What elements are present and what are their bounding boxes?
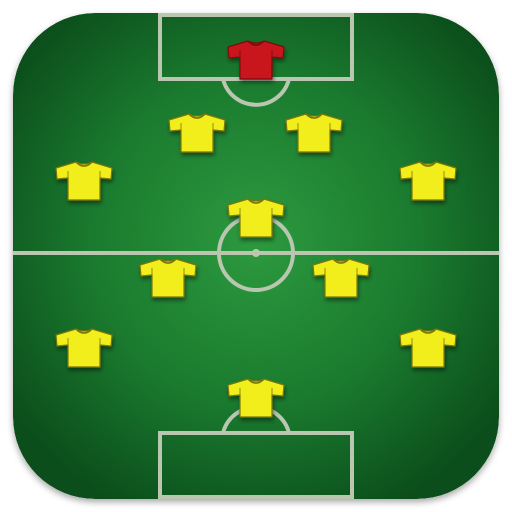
- bottom-penalty-box: [158, 431, 354, 499]
- players-layer: [55, 40, 457, 418]
- left-winger-shirt: [55, 328, 113, 368]
- app-icon[interactable]: [13, 13, 499, 499]
- left-wide-midfielder-shirt: [55, 161, 113, 201]
- forward-left-shirt: [139, 258, 197, 298]
- centre-midfielder-left-shirt: [168, 113, 226, 153]
- forward-right-shirt: [312, 258, 370, 298]
- top-penalty-arc: [221, 78, 291, 107]
- football-pitch: [13, 13, 499, 499]
- attacking-midfielder-shirt: [227, 198, 285, 238]
- centre-spot: [252, 249, 260, 257]
- goalkeeper-shirt: [227, 40, 285, 80]
- striker-shirt: [227, 378, 285, 418]
- right-wide-midfielder-shirt: [399, 161, 457, 201]
- centre-midfielder-right-shirt: [285, 113, 343, 153]
- right-winger-shirt: [399, 328, 457, 368]
